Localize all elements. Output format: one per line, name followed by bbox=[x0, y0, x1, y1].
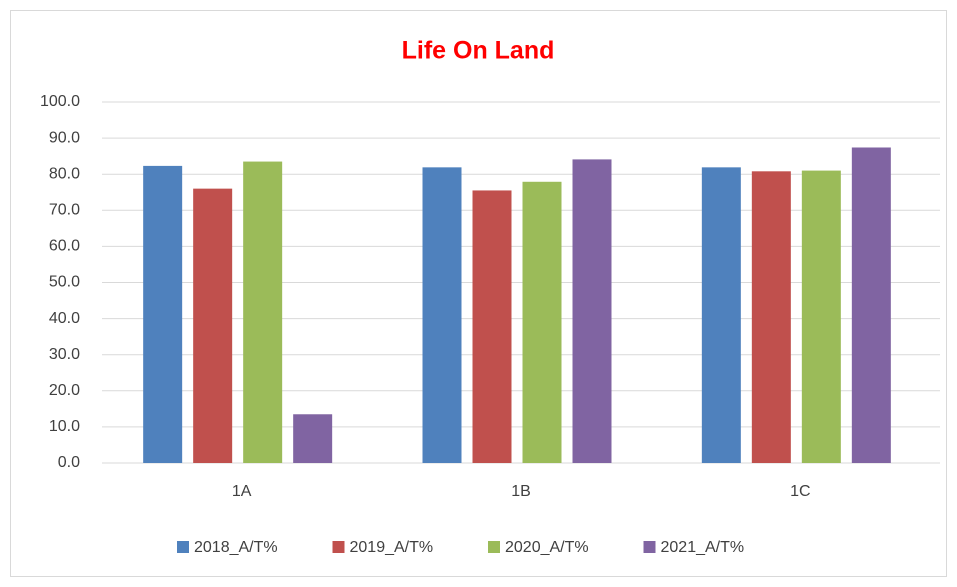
bar bbox=[143, 165, 183, 463]
legend-label: 2020_A/T% bbox=[505, 539, 589, 556]
bar bbox=[522, 181, 562, 463]
x-tick-label: 1C bbox=[790, 483, 810, 500]
legend-swatch bbox=[177, 541, 189, 553]
y-tick-label: 30.0 bbox=[49, 346, 80, 363]
bar bbox=[801, 170, 841, 463]
x-tick-label: 1B bbox=[511, 483, 531, 500]
legend-swatch bbox=[643, 541, 656, 553]
y-tick-label: 50.0 bbox=[49, 274, 80, 291]
x-tick-label: 1A bbox=[232, 483, 252, 500]
bar bbox=[243, 161, 283, 463]
legend-swatch bbox=[488, 541, 500, 553]
chart-title: Life On Land bbox=[402, 37, 555, 65]
y-tick-label: 60.0 bbox=[49, 238, 80, 255]
bar bbox=[572, 159, 612, 464]
bar bbox=[422, 167, 462, 463]
y-tick-label: 90.0 bbox=[49, 129, 80, 146]
bar bbox=[293, 414, 333, 463]
legend-label: 2021_A/T% bbox=[661, 539, 745, 556]
bar bbox=[701, 167, 741, 463]
y-tick-label: 0.0 bbox=[58, 454, 80, 471]
bar bbox=[851, 147, 891, 463]
y-tick-label: 10.0 bbox=[49, 418, 80, 435]
legend-label: 2019_A/T% bbox=[350, 539, 434, 556]
y-tick-label: 70.0 bbox=[49, 202, 80, 219]
y-tick-label: 20.0 bbox=[49, 382, 80, 399]
legend-swatch bbox=[332, 541, 345, 553]
y-tick-label: 80.0 bbox=[49, 165, 80, 182]
bar bbox=[472, 190, 512, 463]
y-tick-label: 40.0 bbox=[49, 310, 80, 327]
bar bbox=[193, 188, 233, 463]
bar bbox=[751, 171, 791, 463]
legend-label: 2018_A/T% bbox=[194, 539, 278, 556]
y-tick-label: 100.0 bbox=[40, 93, 80, 110]
